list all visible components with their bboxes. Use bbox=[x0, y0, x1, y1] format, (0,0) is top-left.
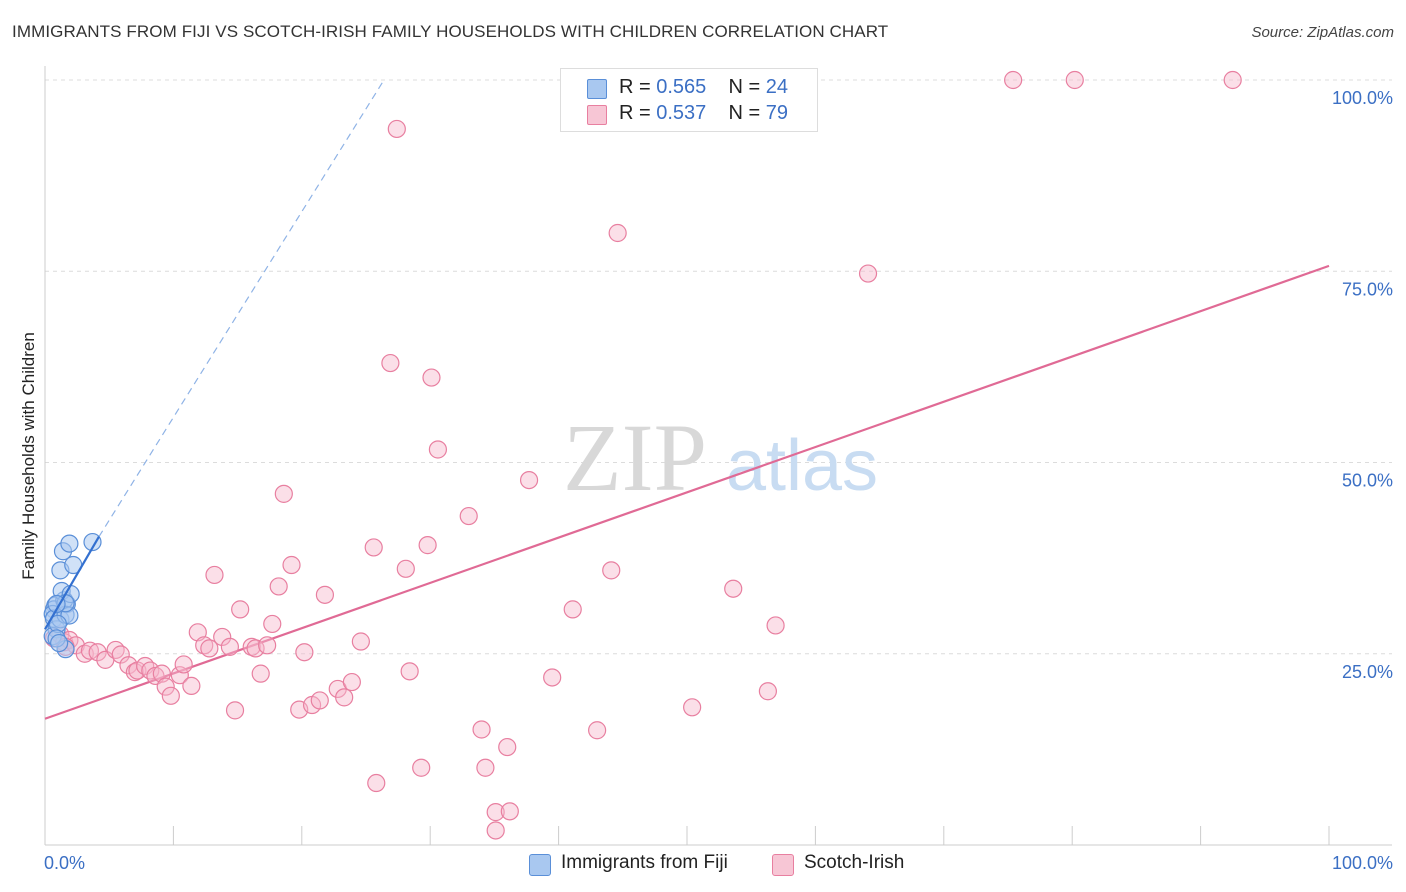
axes bbox=[45, 66, 1392, 845]
fiji-legend-label: Immigrants from Fiji bbox=[561, 852, 728, 874]
scotch-irish-point-60 bbox=[473, 721, 490, 738]
y-tick-label-3: 100.0% bbox=[1332, 88, 1393, 108]
scotch-irish-point-71 bbox=[609, 225, 626, 242]
watermark-zip: ZIP bbox=[563, 404, 707, 511]
scotch-irish-point-47 bbox=[343, 674, 360, 691]
scotch-irish-point-70 bbox=[603, 562, 620, 579]
scotch-irish-point-50 bbox=[368, 775, 385, 792]
scotch-irish-point-39 bbox=[283, 557, 300, 574]
scotch-legend-swatch bbox=[772, 854, 794, 876]
scotch-irish-point-53 bbox=[397, 560, 414, 577]
scotch-irish-point-79 bbox=[1224, 72, 1241, 89]
fiji-n-label: N = bbox=[729, 76, 766, 98]
scotch-irish-point-76 bbox=[860, 265, 877, 282]
scotch-irish-point-23 bbox=[183, 677, 200, 694]
scotch-irish-point-49 bbox=[365, 539, 382, 556]
scatter-plot: ZIP atlas 25.0%50.0%75.0%100.0% 0.0% 100.… bbox=[0, 0, 1406, 892]
scotch-irish-point-38 bbox=[275, 485, 292, 502]
scotch-irish-point-69 bbox=[589, 722, 606, 739]
scotch-irish-point-58 bbox=[429, 441, 446, 458]
scotch-irish-point-54 bbox=[401, 663, 418, 680]
scotch-irish-point-27 bbox=[206, 566, 223, 583]
scotch-n-value: 79 bbox=[766, 102, 788, 124]
fiji-legend-swatch bbox=[529, 854, 551, 876]
y-tick-label-0: 25.0% bbox=[1342, 662, 1393, 682]
series-legend: Immigrants from Fiji Scotch-Irish bbox=[0, 850, 1406, 878]
scotch-irish-point-61 bbox=[477, 759, 494, 776]
scotch-r-value: 0.537 bbox=[656, 102, 706, 124]
scotch-irish-point-36 bbox=[264, 615, 281, 632]
scotch-irish-point-67 bbox=[544, 669, 561, 686]
y-tick-label-1: 50.0% bbox=[1342, 471, 1393, 491]
y-tick-label-2: 75.0% bbox=[1342, 279, 1393, 299]
trend-lines bbox=[45, 80, 1329, 719]
y-tick-labels: 25.0% 50.0% 75.0% 100.0% bbox=[1332, 88, 1393, 682]
scotch-irish-point-20 bbox=[162, 687, 179, 704]
scotch-irish-point-59 bbox=[460, 508, 477, 525]
scotch-irish-point-72 bbox=[684, 699, 701, 716]
gridlines bbox=[45, 80, 1392, 654]
scotch-irish-point-73 bbox=[725, 580, 742, 597]
scotch-irish-point-37 bbox=[270, 578, 287, 595]
scotch-irish-point-66 bbox=[521, 472, 538, 489]
scotch-swatch bbox=[587, 105, 607, 125]
fiji-trend-extension bbox=[99, 80, 384, 537]
scotch-irish-point-78 bbox=[1066, 72, 1083, 89]
fiji-point-22 bbox=[51, 635, 68, 652]
watermark-atlas: atlas bbox=[726, 426, 878, 506]
scotch-r-label: R = bbox=[619, 102, 656, 124]
correlation-legend: R = 0.565 N = 24 R = 0.537 N = 79 bbox=[560, 68, 818, 132]
scotch-irish-point-52 bbox=[388, 120, 405, 137]
scotch-irish-point-43 bbox=[311, 692, 328, 709]
scotch-n-label: N = bbox=[729, 102, 766, 124]
scotch-irish-point-46 bbox=[336, 689, 353, 706]
scotch-irish-point-68 bbox=[564, 601, 581, 618]
scotch-irish-point-44 bbox=[316, 586, 333, 603]
scotch-irish-point-57 bbox=[423, 369, 440, 386]
scotch-irish-point-34 bbox=[252, 665, 269, 682]
scotch-irish-point-65 bbox=[501, 803, 518, 820]
scotch-irish-point-64 bbox=[499, 739, 516, 756]
scotch-irish-point-30 bbox=[227, 702, 244, 719]
fiji-r-label: R = bbox=[619, 76, 656, 98]
fiji-r-value: 0.565 bbox=[656, 76, 706, 98]
scotch-irish-point-56 bbox=[419, 537, 436, 554]
scotch-irish-point-29 bbox=[221, 638, 238, 655]
scotch-irish-point-63 bbox=[487, 822, 504, 839]
scotch-irish-point-55 bbox=[413, 759, 430, 776]
scotch-irish-point-35 bbox=[259, 637, 276, 654]
scotch-irish-point-74 bbox=[759, 683, 776, 700]
scotch-irish-point-51 bbox=[382, 355, 399, 372]
scotch-irish-point-77 bbox=[1005, 72, 1022, 89]
scotch-irish-point-41 bbox=[296, 644, 313, 661]
scotch-irish-point-22 bbox=[175, 656, 192, 673]
fiji-swatch bbox=[587, 79, 607, 99]
scotch-irish-point-48 bbox=[352, 633, 369, 650]
scotch-legend-label: Scotch-Irish bbox=[804, 852, 904, 874]
fiji-n-value: 24 bbox=[766, 76, 788, 98]
fiji-point-12 bbox=[61, 535, 78, 552]
scotch-irish-point-31 bbox=[232, 601, 249, 618]
scotch-irish-point-75 bbox=[767, 617, 784, 634]
